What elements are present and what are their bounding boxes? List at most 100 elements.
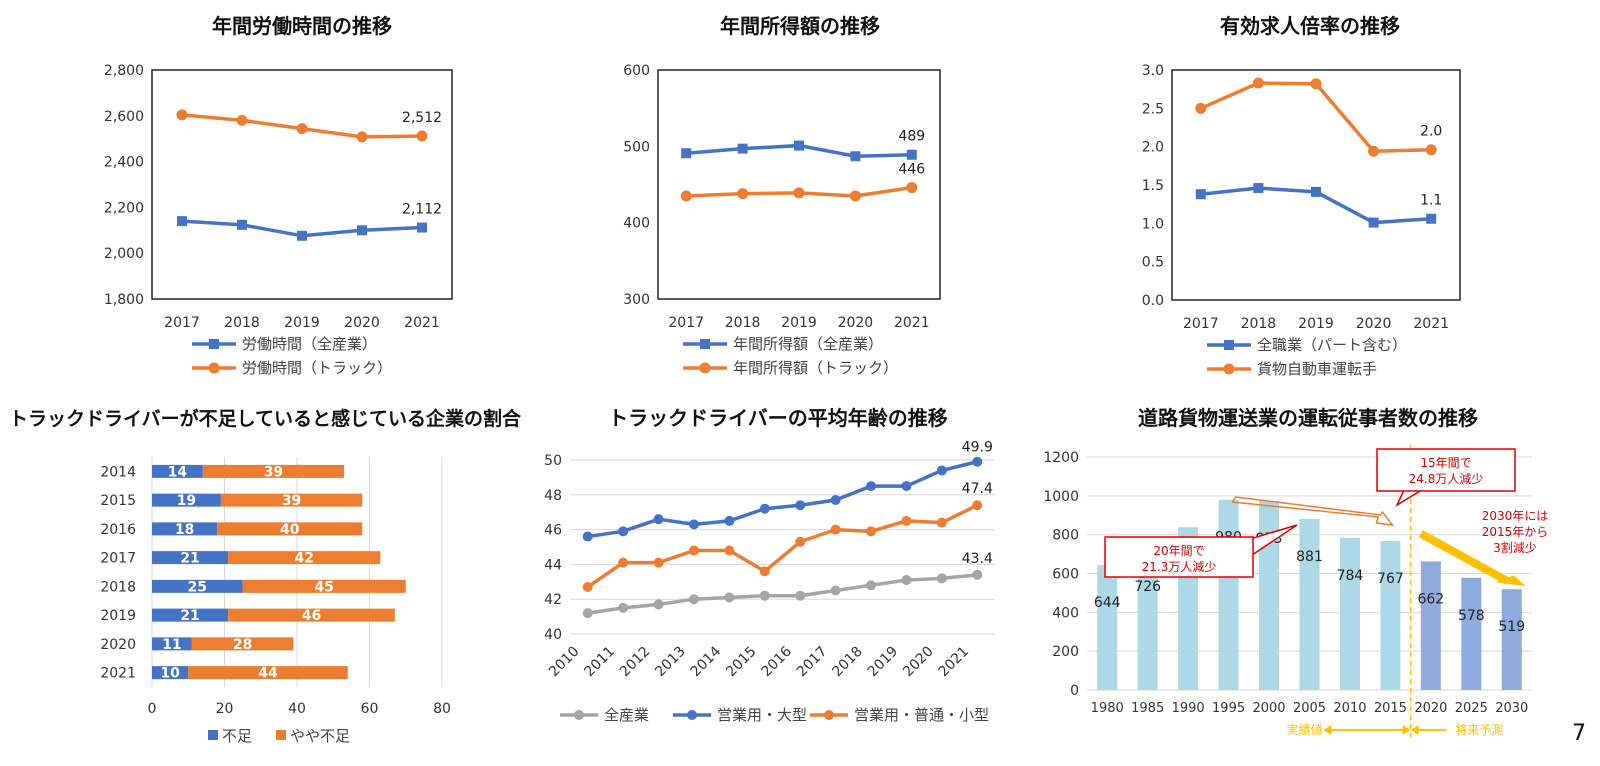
data-label: 2,512: [402, 110, 442, 126]
callout-text: 24.8万人減少: [1409, 471, 1484, 486]
data-point: [759, 590, 770, 601]
x-tick-label: 1980: [1091, 701, 1124, 716]
y-tick-label: 1,800: [104, 292, 144, 308]
data-label: 28: [233, 637, 252, 653]
callout-text: 2030年には: [1482, 509, 1549, 523]
y-tick-label: 400: [623, 216, 650, 232]
data-point: [724, 545, 735, 556]
x-tick-label: 2016: [759, 643, 796, 680]
data-point: [1195, 102, 1207, 114]
data-label: 644: [1094, 595, 1121, 611]
bar-segment: [188, 666, 348, 680]
data-point: [849, 190, 861, 202]
data-point: [795, 500, 806, 511]
y-tick-label: 0.5: [1142, 255, 1164, 271]
bar-segment: [152, 637, 192, 651]
bar: [1461, 577, 1482, 690]
data-label: 11: [162, 637, 181, 653]
data-point: [417, 222, 427, 233]
x-tick-label: 2030: [1495, 701, 1528, 716]
data-point: [237, 219, 247, 230]
data-point: [901, 515, 912, 526]
data-label: 10: [160, 666, 180, 682]
x-tick-label: 2021: [1413, 316, 1449, 332]
legend-marker: [700, 339, 710, 349]
data-point: [356, 131, 368, 143]
x-tick-label: 2017: [164, 315, 200, 331]
data-label: 726: [1134, 579, 1161, 595]
chart-title: トラックドライバーの平均年齢の推移: [608, 406, 948, 430]
data-point: [866, 481, 877, 492]
arrow-head: [1323, 725, 1332, 735]
x-tick-label: 2005: [1293, 701, 1326, 716]
x-tick-label: 2000: [1252, 701, 1285, 716]
data-point: [1311, 186, 1321, 197]
data-point: [936, 573, 947, 584]
bar-segment: [152, 522, 218, 536]
legend-marker: [824, 710, 834, 720]
annual-income-chart: 年間所得額の推移 300 400 500 600 2017 2018 2019 2020 2021…: [623, 14, 941, 377]
y-tick-label: 0: [1070, 683, 1079, 699]
y-tick-label: 48: [544, 488, 562, 504]
data-label: 21: [180, 608, 199, 624]
x-tick-label: 2021: [404, 315, 440, 331]
bar-segment: [152, 464, 203, 478]
data-point: [972, 500, 983, 511]
legend-label: 労働時間（トラック）: [242, 359, 392, 377]
arrow-head: [1402, 725, 1411, 735]
data-point: [618, 557, 629, 568]
bar-segment: [242, 579, 406, 593]
y-tick-label: 2015: [100, 493, 136, 509]
actual-label: 実績値: [1286, 722, 1322, 737]
bar-segment: [191, 637, 294, 651]
legend-marker: [1224, 340, 1234, 350]
forecast-label: 将来予測: [1455, 723, 1503, 737]
bar-segment: [228, 551, 381, 565]
data-point: [680, 190, 692, 202]
data-label: 2.0: [1420, 124, 1442, 140]
bar-segment: [152, 608, 229, 622]
y-tick-label: 44: [544, 557, 562, 573]
y-tick-label: 3.0: [1142, 63, 1164, 79]
data-point: [1310, 78, 1322, 90]
y-tick-label: 500: [623, 139, 650, 155]
bar: [1218, 499, 1239, 690]
plot-frame: [657, 69, 941, 300]
data-label: 49.9: [962, 440, 993, 456]
bar: [1299, 518, 1320, 690]
y-tick-label: 0.0: [1142, 293, 1164, 309]
legend-label: 営業用・普通・小型: [854, 706, 989, 724]
x-tick-label: 2019: [865, 644, 902, 681]
forecast-trend-arrow: [1418, 530, 1510, 585]
y-tick-label: 600: [1052, 567, 1079, 583]
x-tick-label: 2014: [688, 643, 725, 680]
data-point: [866, 526, 877, 537]
x-tick-label: 2020: [838, 315, 874, 331]
x-tick-label: 2019: [1298, 316, 1334, 332]
x-tick-label: 2020: [344, 315, 380, 331]
data-point: [582, 582, 593, 593]
driver-average-age-chart: トラックドライバーの平均年齢の推移40424446485020102011201…: [544, 406, 995, 724]
data-point: [1426, 213, 1437, 224]
data-label: 446: [898, 162, 925, 178]
bar-segment: [220, 493, 363, 507]
data-label: 2,112: [402, 202, 442, 218]
data-point: [759, 503, 770, 514]
chart-title: 年間労働時間の推移: [212, 14, 392, 38]
data-point: [972, 569, 983, 580]
x-tick-label: 2020: [1356, 316, 1392, 332]
y-tick-label: 46: [544, 523, 562, 539]
legend-label: 全職業（パート含む）: [1257, 336, 1407, 354]
x-tick-label: 2018: [725, 315, 761, 331]
data-label: 47.4: [962, 481, 993, 497]
data-point: [416, 130, 428, 142]
x-tick-label: 2018: [224, 315, 260, 331]
legend-label: 貨物自動車運転手: [1257, 360, 1377, 378]
data-label: 881: [1296, 549, 1323, 565]
y-tick-label: 2,000: [104, 246, 144, 262]
data-point: [906, 182, 918, 194]
data-point: [794, 140, 804, 151]
data-point: [901, 575, 912, 586]
chart-title: 有効求人倍率の推移: [1220, 14, 1400, 38]
data-point: [1252, 77, 1264, 89]
